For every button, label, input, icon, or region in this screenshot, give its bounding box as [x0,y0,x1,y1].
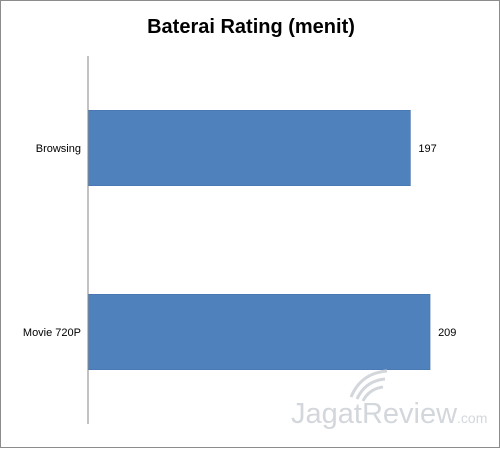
watermark-text-jagat: Jagat [291,398,362,430]
value-label: 209 [438,327,456,339]
value-labels: 197 209 [418,143,456,339]
bar-movie-720p [87,294,431,370]
category-labels: Browsing Movie 720P [23,143,81,339]
chart-title: Baterai Rating (menit) [147,16,355,38]
watermark-text-review: Review [362,398,458,430]
value-label: 197 [418,143,436,155]
svg-text:JagatReview.com: JagatReview.com [291,398,487,430]
watermark-text-suffix: .com [457,410,487,426]
category-label: Browsing [36,143,81,155]
bar-series [87,110,431,370]
bar-browsing [87,110,411,186]
category-label: Movie 720P [23,327,81,339]
satellite-dish-icon [349,369,388,402]
watermark: JagatReview.com [291,369,487,430]
